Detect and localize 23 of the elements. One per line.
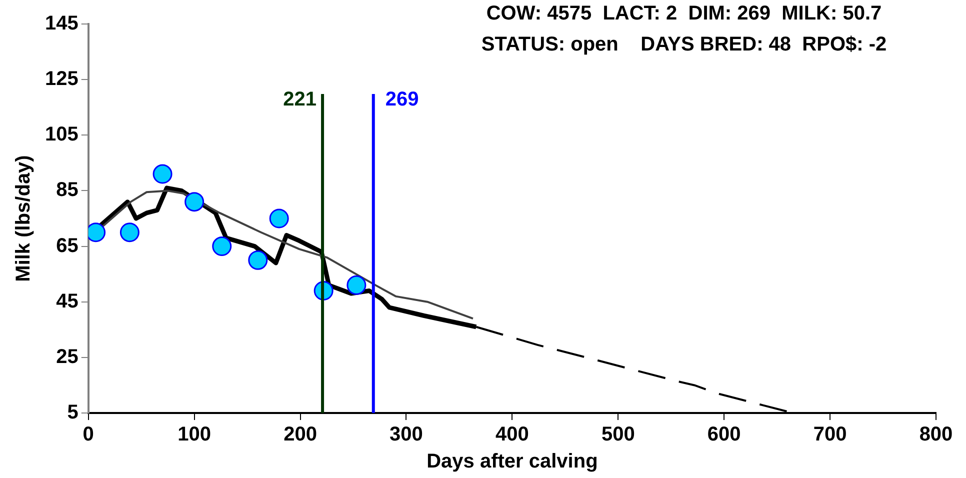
y-tick-label: 45 — [56, 290, 78, 312]
y-tick-label: 125 — [44, 68, 78, 90]
y-tick-label: 5 — [67, 402, 78, 424]
x-tick-label: 700 — [813, 424, 847, 446]
chart-title: COW: 4575 LACT: 2 DIM: 269 MILK: 50.7 — [486, 2, 882, 25]
text: STATUS: open DAYS BRED: 48 RPO$: -2 — [481, 34, 887, 56]
ref-line-label: 269 — [385, 88, 419, 111]
y-axis-title: Milk (lbs/day) — [12, 155, 35, 282]
y-tick-label: 105 — [44, 124, 78, 146]
y-tick-label: 65 — [56, 234, 78, 257]
x-tick-label: 500 — [601, 424, 635, 446]
y-tick-label: 85 — [56, 179, 78, 202]
x-tick-label: 600 — [707, 424, 741, 446]
x-tick-label: 0 — [82, 424, 94, 446]
x-tick-label: 100 — [178, 424, 212, 446]
x-tick-label: 800 — [919, 424, 953, 446]
y-tick-label: 25 — [56, 346, 78, 368]
x-tick-label: 300 — [390, 424, 423, 446]
y-tick-label: 145 — [44, 12, 78, 35]
x-tick-label: 400 — [495, 424, 529, 446]
x-axis-title: Days after calving — [426, 450, 598, 473]
x-tick-label: 200 — [284, 424, 317, 446]
ref-line-label: 221 — [283, 88, 317, 111]
